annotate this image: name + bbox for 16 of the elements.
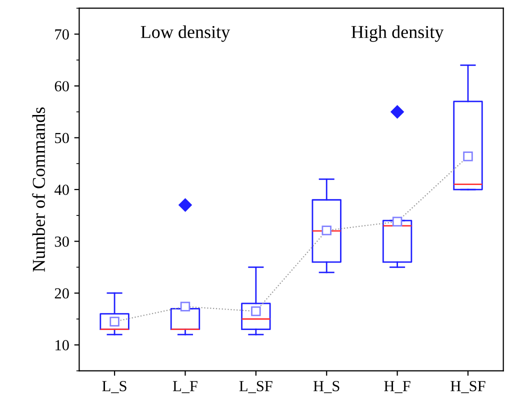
y-tick-label: 20 [54,288,69,299]
x-tick-label: L_F [172,381,198,394]
y-tick-label: 30 [54,236,69,247]
y-tick-label: 60 [54,81,69,92]
y-tick-label: 10 [56,340,69,350]
x-tick-label: H_F [384,381,410,394]
y-tick-label: 70 [55,29,69,40]
y-tick-label: 50 [55,132,69,144]
x-tick-label: H_S [313,381,340,394]
annotation: High density [351,25,444,42]
x-tick-label: L_S [102,381,126,394]
x-tick-label: H_SF [450,381,486,394]
x-tick-label: L_SF [239,381,272,394]
y-axis-title: Number of Commands [32,107,45,272]
y-tick-label: 40 [54,184,69,195]
annotation: Low density [140,25,230,42]
